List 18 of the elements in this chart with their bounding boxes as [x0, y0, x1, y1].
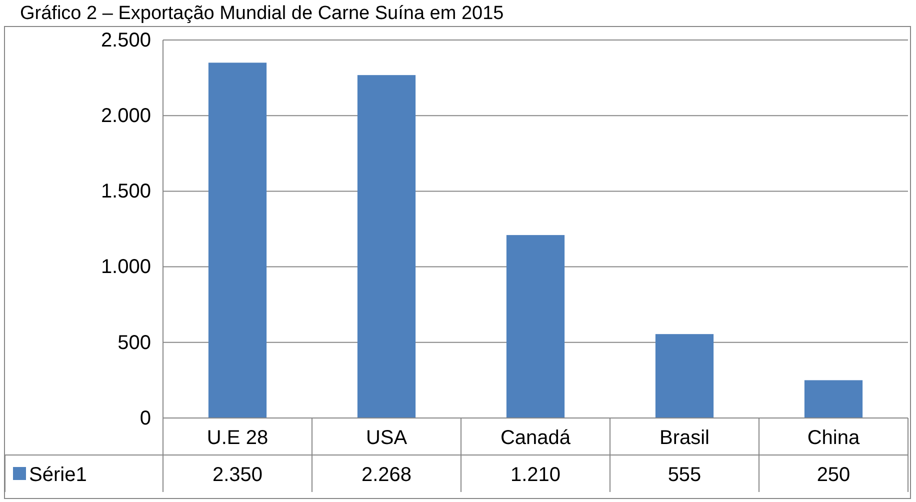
x-tick-label: U.E 28 [206, 427, 268, 449]
y-tick-label: 1.500 [100, 180, 151, 203]
chart-title: Gráfico 2 – Exportação Mundial de Carne Suína em 2015 [20, 3, 504, 24]
x-tick-label: USA [366, 427, 408, 449]
legend-label: Série1 [29, 464, 87, 486]
data-label: 2.268 [361, 464, 412, 486]
y-tick-label: 2.500 [100, 29, 151, 52]
x-tick-label: China [807, 427, 860, 449]
x-tick-label: Canadá [500, 427, 572, 449]
data-label: 250 [816, 464, 850, 486]
data-label: 1.210 [510, 464, 561, 486]
y-tick-label: 1.000 [100, 256, 151, 278]
y-tick-label: 2.000 [100, 105, 151, 127]
y-tick-label: 500 [118, 332, 151, 354]
x-tick-label: Brasil [659, 427, 710, 449]
data-label: 555 [668, 464, 702, 486]
y-tick-label: 0 [140, 407, 151, 430]
data-label: 2.350 [212, 464, 263, 486]
